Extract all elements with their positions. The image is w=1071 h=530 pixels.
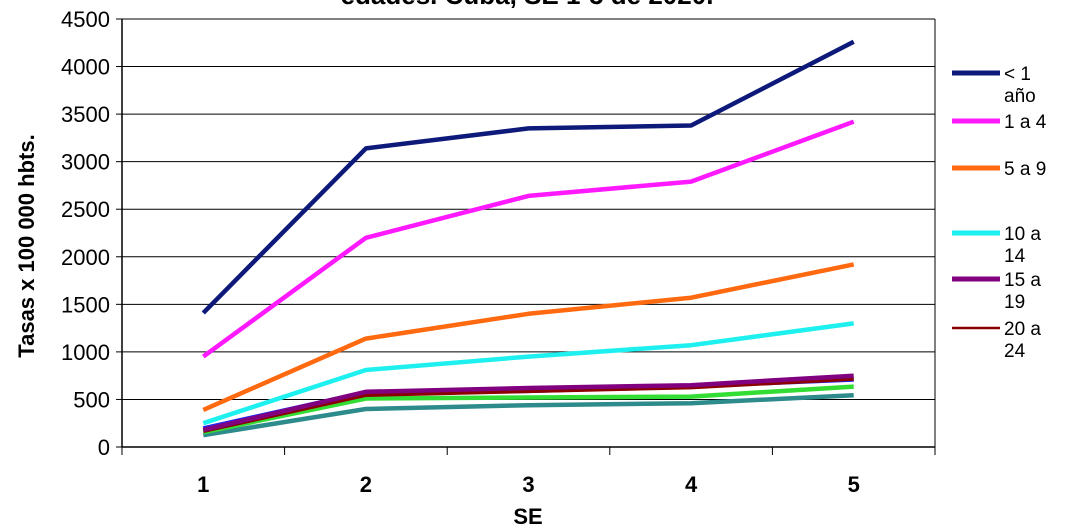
x-tick-label: 4 (685, 472, 698, 497)
legend-label: 20 a (1004, 319, 1041, 340)
x-axis-title: SE (513, 504, 542, 529)
y-tick-label: 3000 (61, 150, 110, 175)
grid-lines (122, 18, 935, 400)
legend-label: 19 (1004, 292, 1025, 313)
x-tick-label: 5 (848, 472, 860, 497)
x-tick-label: 1 (197, 472, 209, 497)
series-line-2 (202, 262, 855, 412)
legend-label: 24 (1004, 341, 1026, 362)
y-tick-label: 1500 (61, 292, 110, 317)
y-tick-label: 500 (73, 387, 110, 412)
legend-label: 1 a 4 (1004, 112, 1047, 133)
legend-label: 15 a (1004, 270, 1041, 291)
chart-title: edades. Cuba, SE 1-5 de 2020. (341, 0, 714, 10)
legend-label: año (1004, 86, 1036, 107)
y-tick-label: 3500 (61, 102, 110, 127)
y-tick-label: 2500 (61, 197, 110, 222)
x-tick-labels: 1 2 3 4 5 (197, 472, 860, 497)
legend-label: 10 a (1004, 224, 1041, 245)
axes (116, 18, 936, 455)
series-line-4 (202, 373, 854, 433)
legend-label: 14 (1004, 246, 1026, 267)
series-line-7 (202, 384, 854, 435)
y-tick-label: 1000 (61, 340, 110, 365)
series-line-1 (201, 119, 855, 359)
legend-label: 5 a 9 (1004, 159, 1046, 180)
x-tick-label: 2 (360, 472, 372, 497)
y-tick-label: 4000 (61, 55, 110, 80)
y-tick-label: 0 (98, 435, 110, 460)
y-tick-label: 4500 (61, 7, 110, 32)
y-tick-label: 2000 (61, 245, 110, 270)
series-line-0 (201, 39, 855, 315)
x-tick-label: 3 (522, 472, 534, 497)
series-line-3 (202, 321, 854, 426)
series-lines (201, 39, 855, 438)
y-tick-labels: 0 500 1000 1500 2000 2500 3000 3500 4000 4500 (61, 7, 110, 460)
y-axis-title: Tasas x 100 000 hbts. (14, 134, 39, 357)
series-line-8 (202, 392, 854, 438)
legend-label: < 1 (1004, 64, 1031, 85)
